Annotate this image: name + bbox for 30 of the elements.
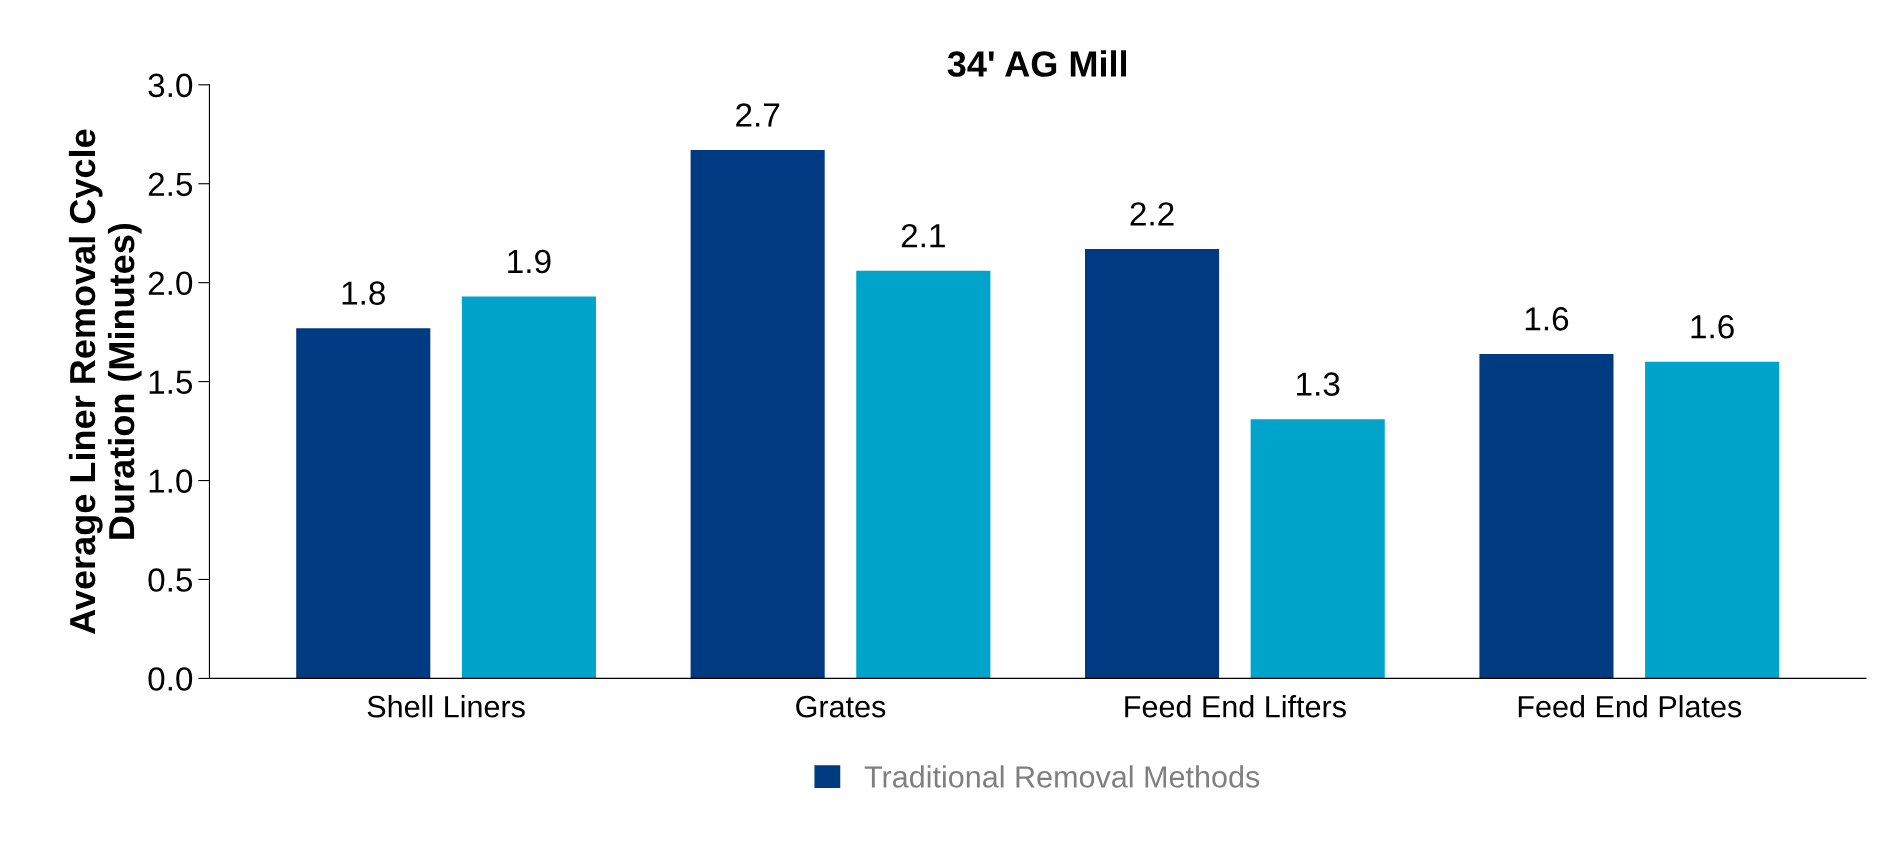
bar [1479, 353, 1614, 679]
bar [461, 296, 596, 679]
data-label: 1.8 [342, 281, 385, 305]
y-tick-label: 3.0 [148, 73, 193, 98]
bar [1645, 361, 1780, 679]
bar [1250, 419, 1385, 679]
data-label: 2.1 [901, 223, 945, 248]
y-tick-label: 1.0 [149, 469, 193, 493]
chart-title: 34' AG Mill [947, 50, 1127, 77]
y-tick-label: 0.5 [148, 568, 193, 592]
bar [690, 150, 825, 679]
data-label: 1.9 [508, 249, 551, 274]
bar [1085, 249, 1220, 679]
data-label: 2.7 [736, 103, 780, 127]
data-label: 2.2 [1130, 202, 1174, 226]
data-label: 1.6 [1525, 307, 1569, 331]
x-tick-label: Feed End Plates [1518, 695, 1742, 718]
y-tick-label: 1.5 [149, 370, 193, 395]
y-axis-title: Average Liner Removal Cycle Duration (Minutes) [68, 129, 142, 634]
y-tick-label: 2.0 [148, 271, 193, 296]
data-label: 1.3 [1297, 372, 1340, 396]
y-tick-label: 0.0 [148, 667, 193, 691]
x-tick-label: Grates [796, 695, 886, 718]
y-tick-label: 2.5 [148, 172, 193, 197]
bar [296, 328, 431, 679]
legend-label: Traditional Removal Methods [864, 765, 1260, 788]
bar [856, 270, 991, 679]
x-tick-label: Shell Liners [367, 695, 525, 718]
x-tick-label: Feed End Lifters [1125, 695, 1346, 718]
data-label: 1.6 [1691, 314, 1734, 339]
